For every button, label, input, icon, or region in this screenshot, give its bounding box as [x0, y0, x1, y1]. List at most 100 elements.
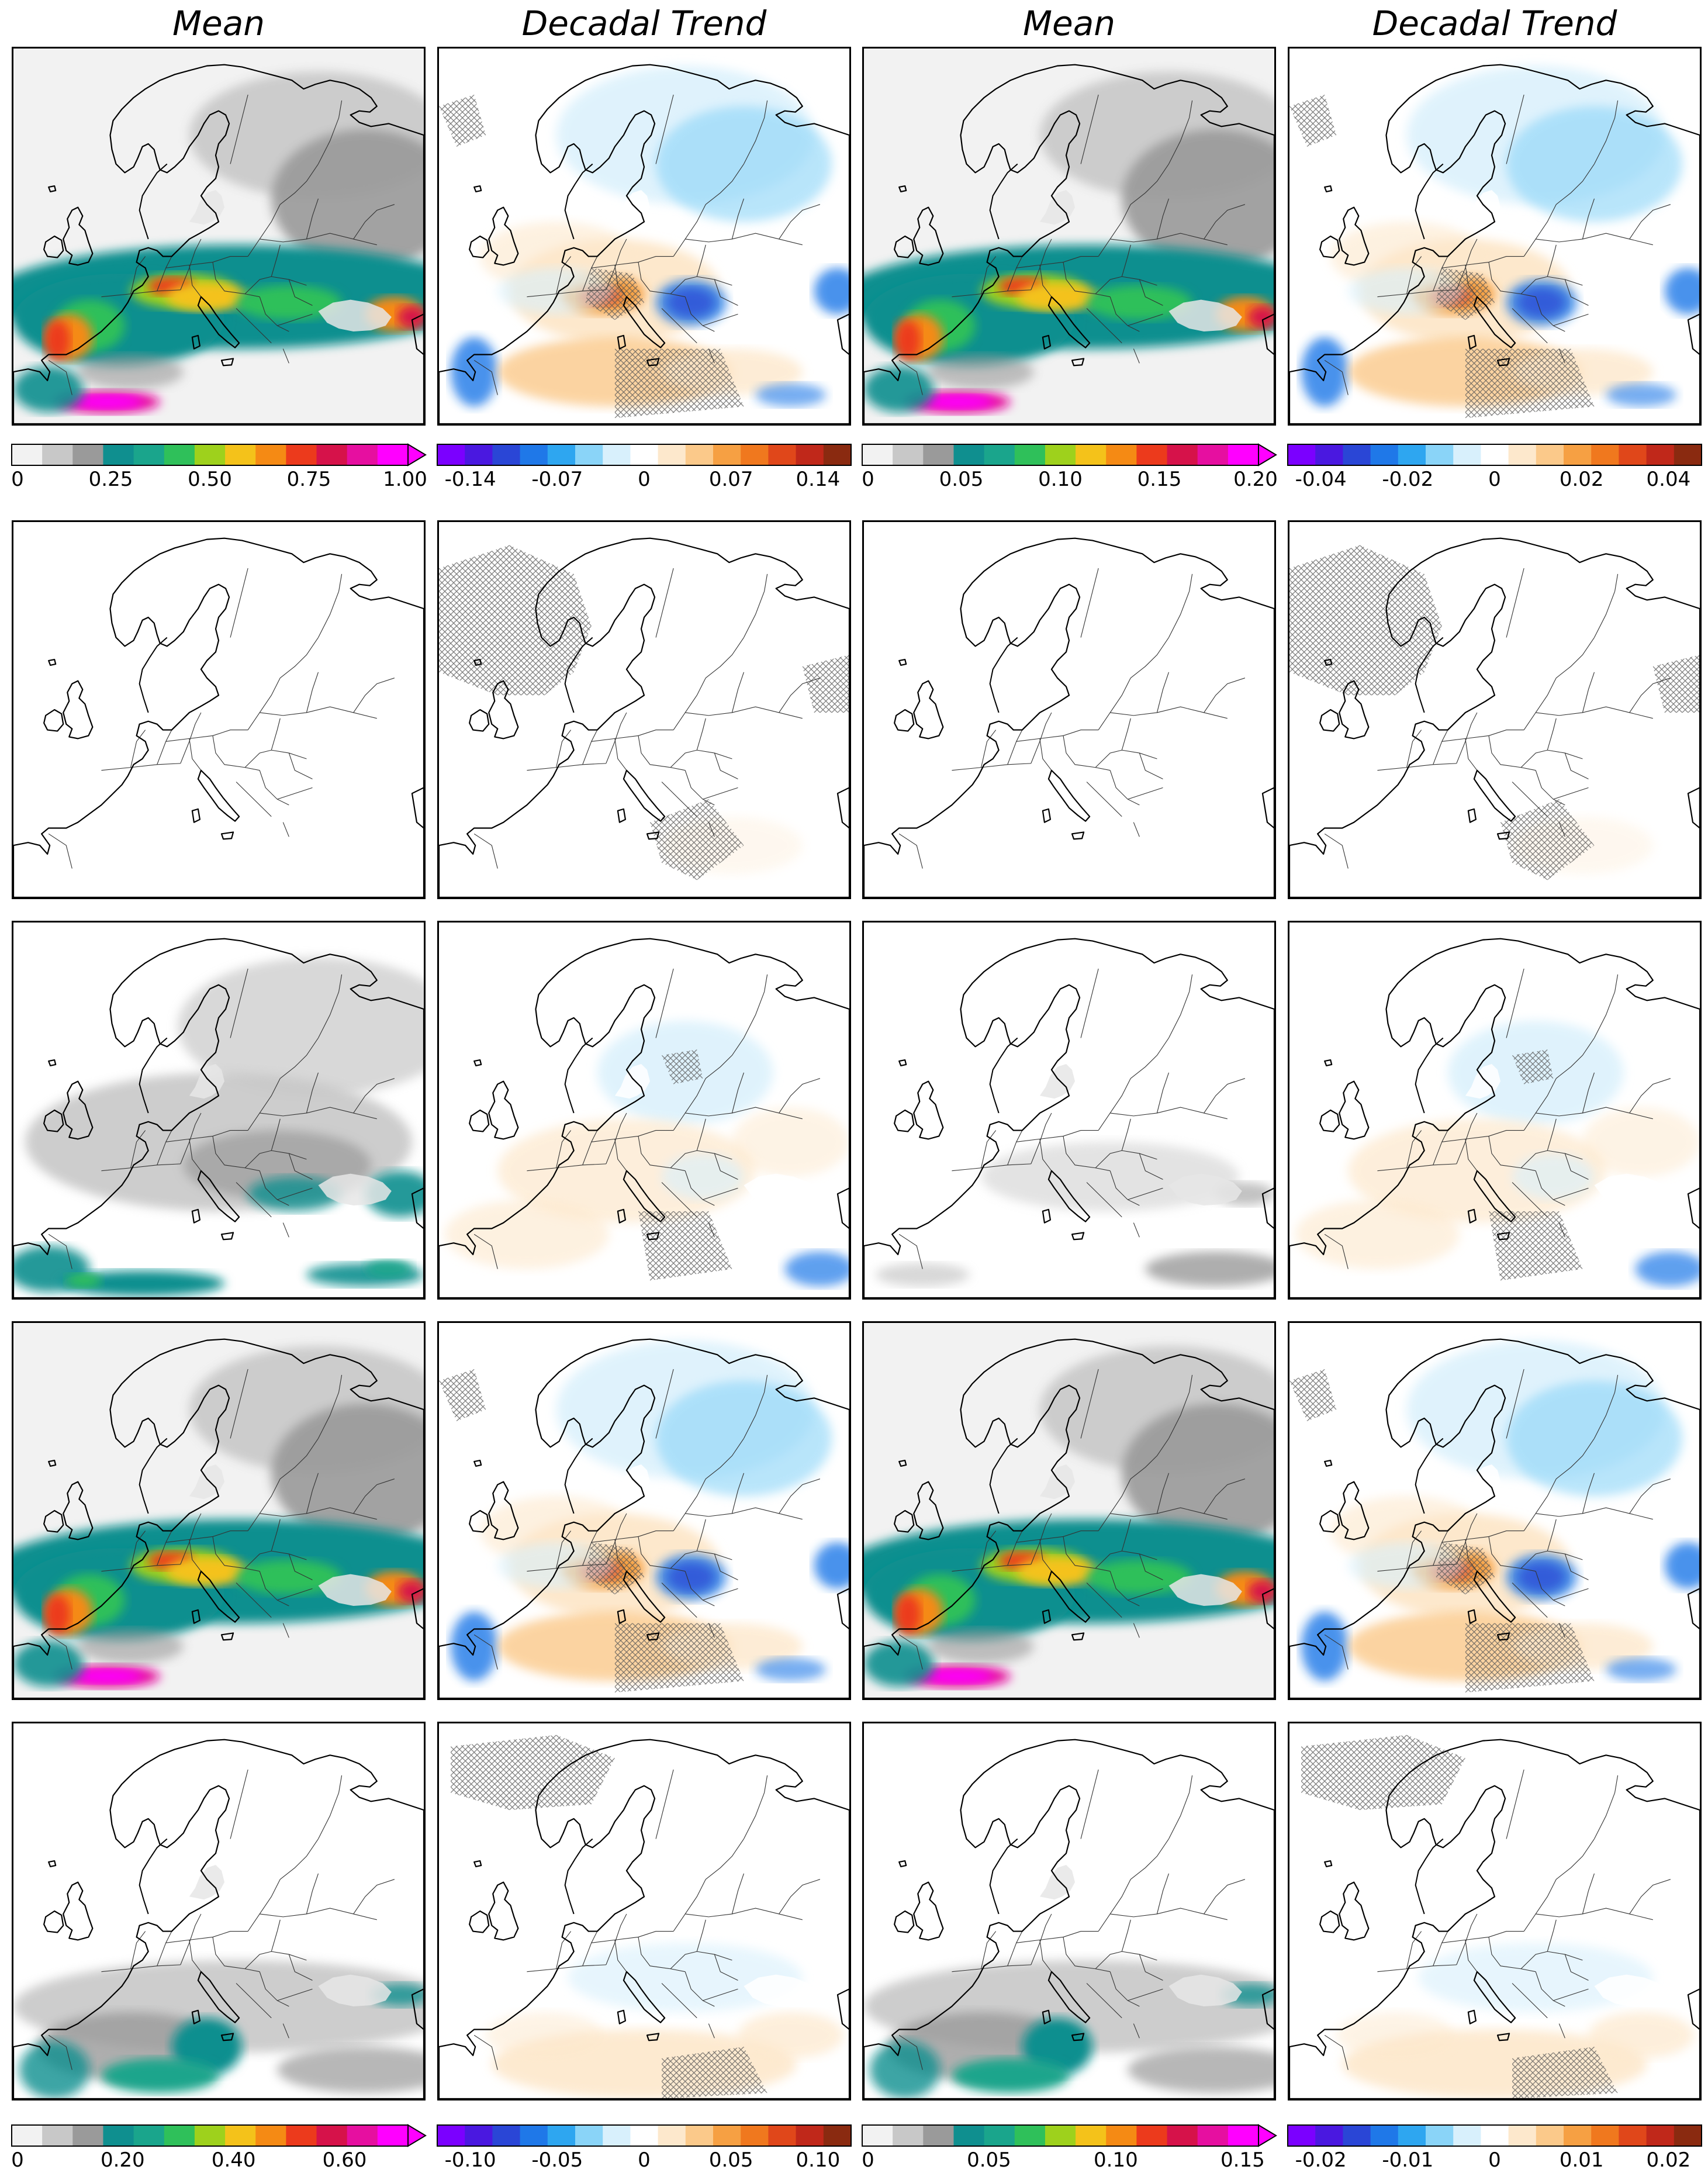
country-border	[353, 204, 395, 240]
country-border	[1377, 1964, 1457, 1972]
country-border	[353, 1879, 395, 1915]
coastline	[864, 1338, 1274, 1698]
country-border	[1564, 1553, 1589, 1581]
colorbar-swatch	[1014, 444, 1046, 465]
colorbar-swatch	[796, 444, 824, 465]
country-border	[685, 1507, 803, 1520]
country-border	[614, 738, 627, 771]
field-blob	[78, 354, 184, 389]
country-border	[1063, 735, 1111, 771]
country-border	[1039, 265, 1052, 298]
colorbar-tick-label: 0.50	[188, 468, 232, 491]
country-border	[1593, 974, 1619, 1038]
field-blob	[1247, 1580, 1274, 1604]
island	[1324, 185, 1333, 193]
black-sea	[318, 1574, 392, 1606]
significance-hatch	[1465, 1623, 1595, 1693]
black-sea	[1168, 299, 1242, 331]
country-border	[473, 1234, 498, 1269]
italy	[1047, 296, 1091, 348]
field-blob	[738, 2012, 843, 2058]
country-border	[779, 678, 821, 713]
italy	[197, 1570, 240, 1623]
country-border	[1204, 204, 1246, 240]
country-border	[1377, 1163, 1457, 1172]
country-border	[1324, 1234, 1349, 1269]
field-blob	[13, 1640, 84, 1687]
map-panel-r4-c3	[862, 1321, 1276, 1700]
country-border	[1558, 2023, 1565, 2039]
country-border	[236, 1583, 272, 1618]
colorbar-swatch	[1136, 444, 1168, 465]
country-border	[1593, 100, 1619, 164]
field-blob	[44, 320, 71, 361]
field-blob	[497, 268, 615, 315]
island	[1324, 658, 1333, 666]
europe-map	[439, 1323, 849, 1698]
map-panel-r4-c4	[1288, 1321, 1702, 1700]
country-border	[48, 360, 72, 395]
country-border	[1593, 1775, 1619, 1839]
europe-map	[864, 1723, 1274, 2099]
baltic-sea	[1039, 1464, 1076, 1500]
country-border	[473, 2034, 498, 2070]
sicily	[646, 2033, 660, 2041]
country-border	[952, 763, 1031, 771]
country-border	[684, 770, 715, 806]
country-border	[48, 1234, 72, 1269]
significance-hatch	[1652, 655, 1700, 713]
field-blob	[755, 383, 826, 407]
colorbar-bottom-4	[1287, 2124, 1702, 2147]
caspian-coast	[411, 313, 424, 355]
country-border	[1441, 1931, 1524, 1943]
country-border	[714, 1553, 738, 1581]
colorbar-swatch	[133, 444, 165, 465]
country-border	[1007, 1931, 1023, 1967]
colorbar-swatch	[133, 2125, 165, 2146]
colorbar-swatch	[1426, 444, 1454, 465]
caspian-coast	[836, 1588, 849, 1630]
colorbar-swatch	[923, 2125, 955, 2146]
field-blob	[451, 337, 498, 407]
ireland	[1319, 235, 1340, 258]
country-border	[1535, 1571, 1565, 1607]
country-border	[779, 204, 821, 240]
ireland	[43, 1910, 64, 1933]
country-border	[1204, 1478, 1246, 1514]
colorbar-swatch	[42, 2125, 73, 2146]
country-border	[306, 198, 319, 240]
caspian-coast	[836, 1988, 849, 2030]
sicily	[1071, 2033, 1085, 2041]
field-blob	[1087, 1559, 1192, 1595]
country-border	[1130, 637, 1169, 679]
scandinavia-coast	[564, 637, 593, 713]
coastline	[439, 1739, 849, 2099]
country-border	[703, 1988, 738, 2001]
country-border	[1109, 1170, 1140, 1206]
country-border	[703, 787, 738, 800]
field-blob	[165, 1557, 248, 1586]
country-border	[606, 239, 627, 291]
country-border	[1086, 308, 1122, 344]
baltic-sea	[614, 1063, 651, 1099]
country-border	[1063, 262, 1111, 298]
sardinia	[191, 2009, 201, 2024]
europe-map	[13, 522, 424, 897]
field-blob	[732, 1107, 849, 1177]
map-panel-r4-c1	[12, 1321, 426, 1700]
colorbar-swatch	[1646, 2125, 1675, 2146]
colorbar-swatch	[1197, 444, 1229, 465]
colorbar-tick-label: 0.10	[796, 2148, 841, 2172]
sardinia	[1042, 1208, 1052, 1224]
field-blob	[72, 1669, 143, 1684]
black-sea	[1594, 773, 1668, 805]
country-border	[277, 787, 313, 800]
country-border	[1110, 1107, 1228, 1120]
color-field	[876, 1142, 1274, 1287]
country-border	[236, 782, 272, 817]
caspian-coast	[411, 1187, 424, 1229]
field-blob	[814, 268, 849, 315]
colorbar-swatch	[1288, 2125, 1316, 2146]
country-border	[606, 712, 627, 764]
island	[473, 185, 482, 193]
